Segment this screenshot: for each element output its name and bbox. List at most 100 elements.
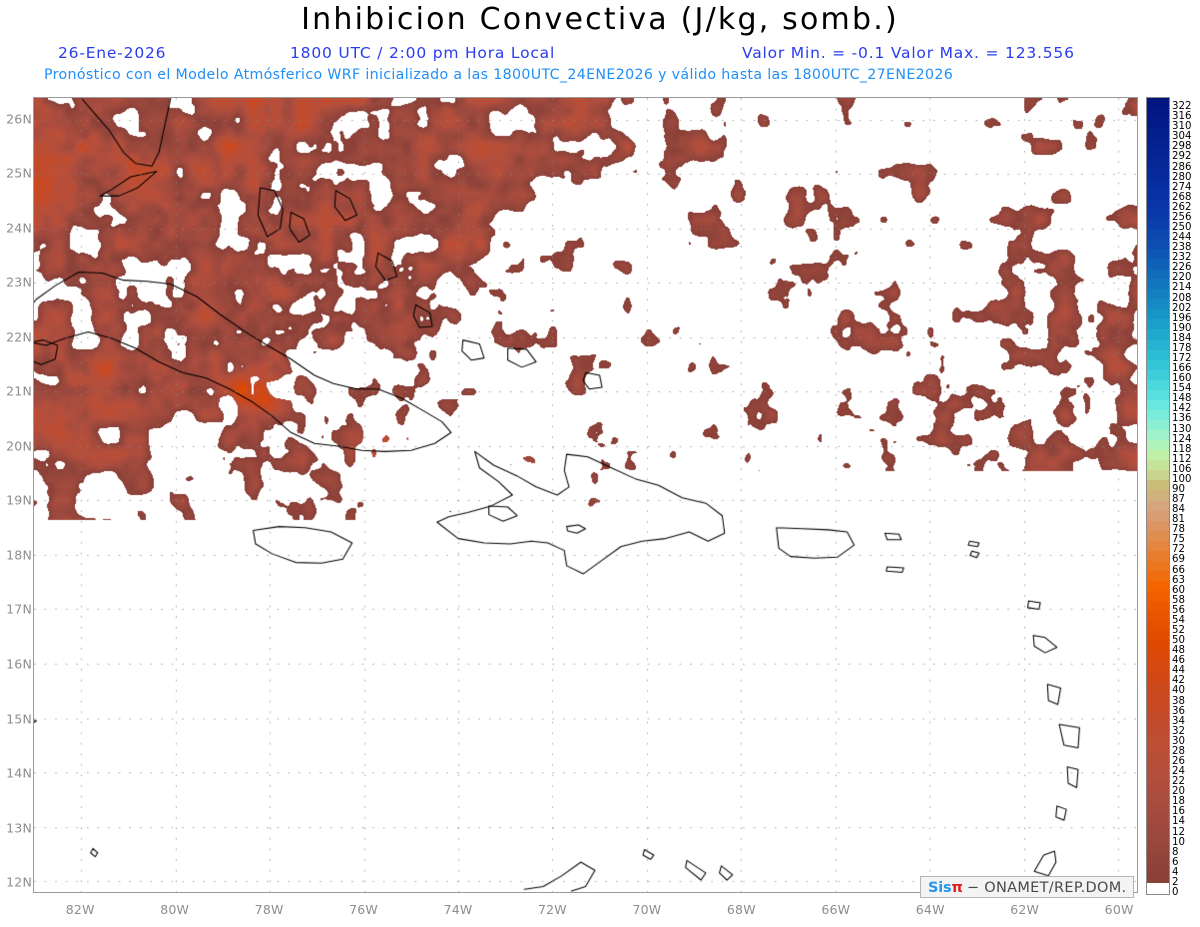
- colorbar-swatch: [1147, 540, 1169, 551]
- colorbar-tick-label: 190: [1172, 322, 1192, 334]
- colorbar-swatch: [1147, 238, 1169, 249]
- colorbar-swatch: [1147, 138, 1169, 149]
- colorbar-tick-label: 166: [1172, 363, 1192, 375]
- colorbar-swatch: [1147, 661, 1169, 672]
- colorbar-tick-label: 100: [1172, 473, 1192, 485]
- colorbar-swatch: [1147, 601, 1169, 612]
- latitude-tick-label: 23N: [6, 274, 32, 290]
- colorbar-tick-label: 0: [1172, 887, 1179, 898]
- latitude-tick-label: 25N: [6, 165, 32, 181]
- colorbar-tick-label: 81: [1172, 514, 1185, 526]
- latitude-tick-label: 13N: [6, 820, 32, 836]
- colorbar-swatch: [1147, 581, 1169, 592]
- colorbar-swatch: [1147, 420, 1169, 431]
- colorbar-tick-label: 48: [1172, 645, 1185, 657]
- colorbar-tick-label: 172: [1172, 352, 1192, 364]
- colorbar-tick-labels: 322 316 310 304 298 292 286 280 274 268 262 256 250 2…: [1172, 97, 1200, 898]
- longitude-tick-label: 82W: [65, 902, 95, 917]
- colorbar-swatch: [1147, 279, 1169, 290]
- colorbar-tick-label: 214: [1172, 282, 1192, 294]
- latitude-tick-label: 14N: [6, 765, 32, 781]
- map-plot-area: [33, 97, 1138, 893]
- colorbar-swatch: [1147, 742, 1169, 753]
- colorbar-tick-label: 196: [1172, 312, 1192, 324]
- colorbar-swatch: [1147, 128, 1169, 139]
- longitude-tick-label: 66W: [821, 902, 851, 917]
- attribution-logo: Sis π − ONAMET/REP.DOM.: [920, 876, 1135, 898]
- colorbar-tick-label: 250: [1172, 221, 1192, 233]
- colorbar-swatch: [1147, 611, 1169, 622]
- colorbar-tick-label: 310: [1172, 121, 1192, 133]
- colorbar-tick-label: 136: [1172, 413, 1192, 425]
- colorbar-tick-label: 244: [1172, 232, 1192, 244]
- colorbar-tick-label: 4: [1172, 866, 1179, 878]
- model-subtitle: Pronóstico con el Modelo Atmósferico WRF…: [44, 67, 954, 83]
- colorbar-swatch: [1147, 228, 1169, 239]
- colorbar-tick-label: 44: [1172, 665, 1185, 677]
- colorbar-swatch: [1147, 822, 1169, 833]
- colorbar-swatch: [1147, 98, 1169, 109]
- forecast-time: 1800 UTC / 2:00 pm Hora Local: [290, 44, 556, 62]
- colorbar-swatch: [1147, 289, 1169, 300]
- colorbar-swatch: [1147, 399, 1169, 410]
- longitude-tick-label: 68W: [726, 902, 756, 917]
- latitude-tick-label: 26N: [6, 111, 32, 127]
- colorbar-swatch: [1147, 591, 1169, 602]
- colorbar-swatch: [1147, 148, 1169, 159]
- longitude-tick-label: 80W: [160, 902, 190, 917]
- colorbar-swatch: [1147, 259, 1169, 270]
- colorbar-swatch: [1147, 731, 1169, 742]
- colorbar-tick-label: 112: [1172, 453, 1192, 465]
- value-range-text: Valor Min. = -0.1 Valor Max. = 123.556: [742, 44, 1075, 62]
- latitude-tick-label: 12N: [6, 874, 32, 890]
- latitude-tick-label: 18N: [6, 547, 32, 563]
- colorbar-swatch: [1147, 651, 1169, 662]
- colorbar-swatch: [1147, 450, 1169, 461]
- colorbar-swatch: [1147, 178, 1169, 189]
- colorbar-swatch: [1147, 510, 1169, 521]
- colorbar-gradient: [1146, 97, 1170, 895]
- colorbar-tick-label: 124: [1172, 433, 1192, 445]
- colorbar-swatch: [1147, 168, 1169, 179]
- colorbar-tick-label: 38: [1172, 695, 1185, 707]
- colorbar-tick-label: 268: [1172, 191, 1192, 203]
- longitude-tick-label: 72W: [538, 902, 567, 917]
- colorbar-tick-label: 304: [1172, 131, 1192, 143]
- page-title: Inhibicion Convectiva (J/kg, somb.): [301, 2, 899, 37]
- longitude-tick-label: 60W: [1104, 902, 1134, 917]
- colorbar-tick-label: 262: [1172, 201, 1192, 213]
- colorbar-tick-label: 75: [1172, 534, 1185, 546]
- colorbar-swatch: [1147, 409, 1169, 420]
- colorbar-swatch: [1147, 440, 1169, 451]
- colorbar-swatch: [1147, 379, 1169, 390]
- colorbar-tick-label: 148: [1172, 393, 1192, 405]
- colorbar-swatch: [1147, 721, 1169, 732]
- colorbar-tick-label: 90: [1172, 483, 1185, 495]
- colorbar-tick-label: 208: [1172, 292, 1192, 304]
- latitude-tick-label: 22N: [6, 329, 32, 345]
- colorbar-tick-label: 20: [1172, 786, 1185, 798]
- latitude-tick-label: 24N: [6, 220, 32, 236]
- colorbar-tick-label: 178: [1172, 342, 1192, 354]
- colorbar-swatch: [1147, 862, 1169, 873]
- colorbar-swatch: [1147, 842, 1169, 853]
- colorbar-swatch: [1147, 208, 1169, 219]
- colorbar-tick-label: 26: [1172, 756, 1185, 767]
- colorbar-tick-label: 160: [1172, 373, 1192, 385]
- colorbar-swatch: [1147, 349, 1169, 360]
- colorbar-tick-label: 34: [1172, 715, 1185, 727]
- colorbar-swatch: [1147, 641, 1169, 652]
- colorbar-tick-label: 46: [1172, 655, 1185, 667]
- colorbar-tick-label: 22: [1172, 776, 1185, 788]
- colorbar-tick-label: 50: [1172, 635, 1185, 647]
- longitude-tick-label: 62W: [1010, 902, 1040, 917]
- colorbar-tick-label: 6: [1172, 856, 1179, 868]
- colorbar-swatch: [1147, 430, 1169, 441]
- colorbar-swatch: [1147, 329, 1169, 340]
- colorbar-tick-label: 292: [1172, 151, 1192, 163]
- colorbar-tick-label: 220: [1172, 272, 1192, 284]
- colorbar-tick-label: 142: [1172, 403, 1192, 415]
- colorbar-swatch: [1147, 812, 1169, 823]
- colorbar-swatch: [1147, 570, 1169, 581]
